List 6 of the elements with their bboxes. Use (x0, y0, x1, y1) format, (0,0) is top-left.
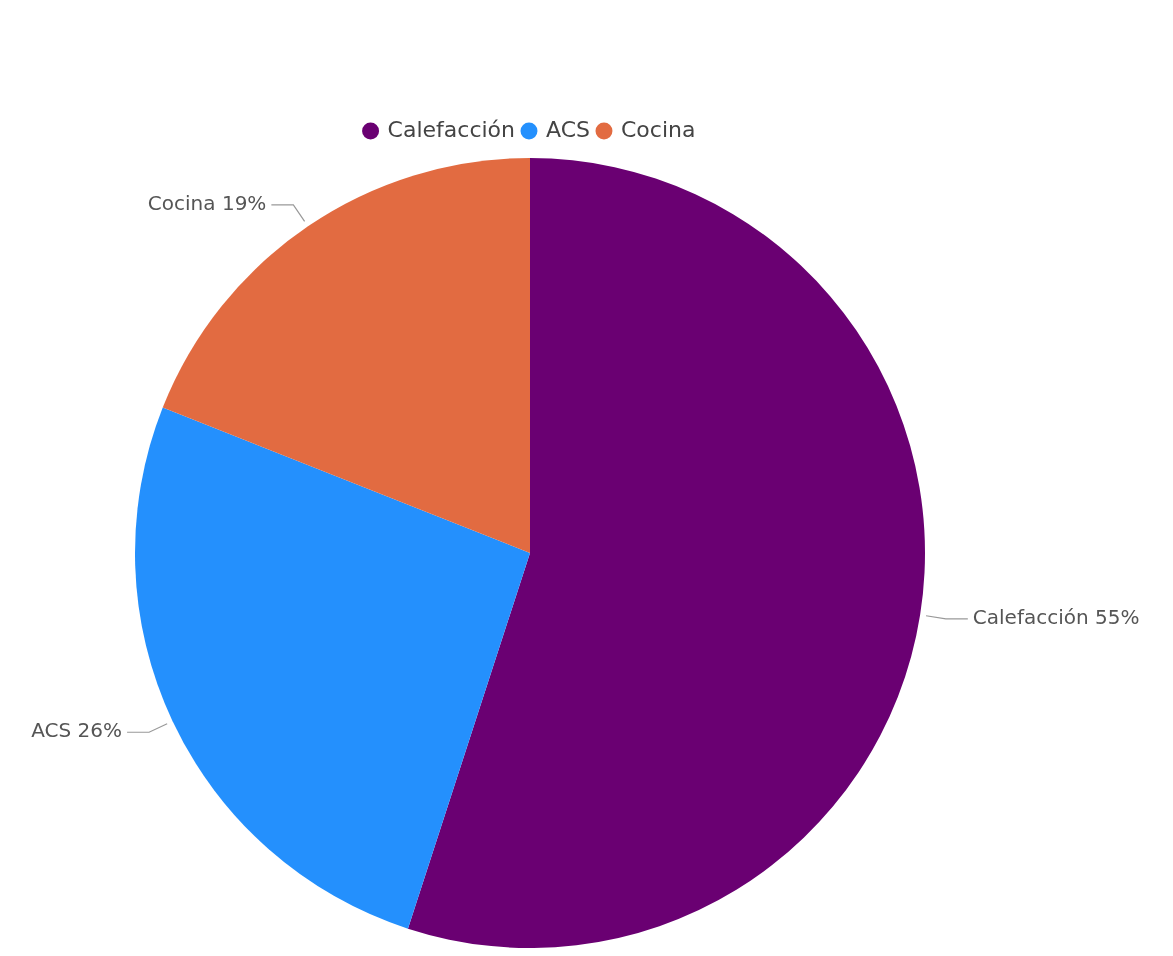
data-label: Calefacción 55% (972, 605, 1140, 630)
legend-label: Calefacción (387, 116, 515, 142)
data-label: Cocina 19% (147, 191, 267, 215)
data-label: ACS 26% (31, 718, 123, 743)
legend-label: ACS (545, 116, 590, 142)
legend-label: Cocina (620, 116, 696, 142)
